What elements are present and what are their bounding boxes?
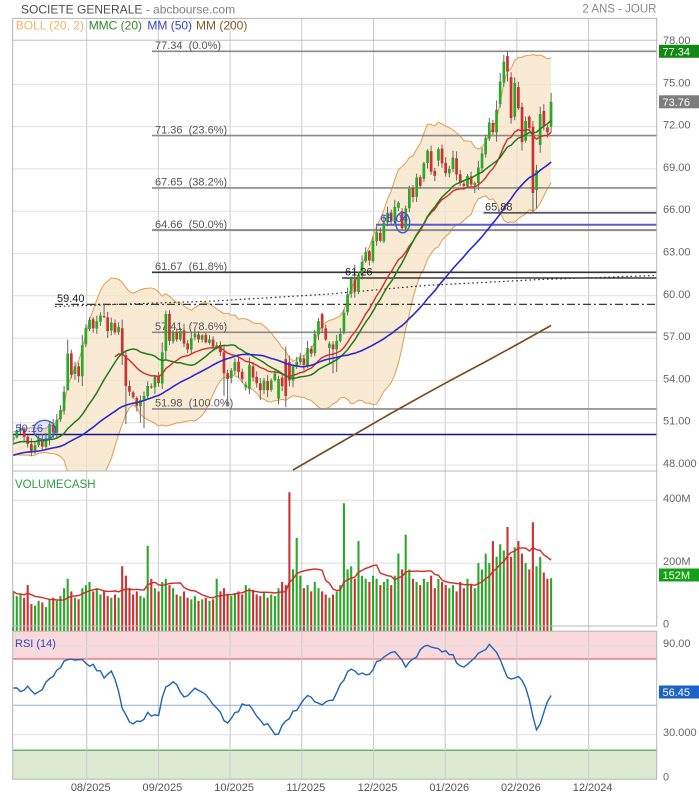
svg-text:12/2024: 12/2024 <box>573 782 613 794</box>
svg-text:SOCIETE GENERALE - abcbourse.c: SOCIETE GENERALE - abcbourse.com <box>21 3 235 17</box>
svg-text:MMC (20): MMC (20) <box>89 19 142 33</box>
svg-text:61.67 (61.8%): 61.67 (61.8%) <box>155 261 227 273</box>
svg-text:90.00: 90.00 <box>663 638 691 650</box>
svg-text:51.98 (100.0%): 51.98 (100.0%) <box>155 398 233 410</box>
svg-text:MM (200): MM (200) <box>196 19 247 33</box>
svg-text:0: 0 <box>663 619 669 631</box>
svg-text:71.36 (23.6%): 71.36 (23.6%) <box>155 124 227 136</box>
svg-text:09/2025: 09/2025 <box>143 782 183 794</box>
svg-text:11/2025: 11/2025 <box>286 782 325 794</box>
svg-text:69.00: 69.00 <box>663 162 691 174</box>
svg-text:77.34: 77.34 <box>663 46 691 58</box>
svg-text:66.00: 66.00 <box>663 204 691 216</box>
svg-text:50.16: 50.16 <box>16 423 44 435</box>
svg-text:2 ANS - JOUR: 2 ANS - JOUR <box>582 4 656 16</box>
svg-text:60.00: 60.00 <box>663 289 691 301</box>
svg-text:30.000: 30.000 <box>663 727 697 739</box>
svg-text:0: 0 <box>663 772 669 784</box>
svg-text:08/2025: 08/2025 <box>71 782 111 794</box>
svg-text:54.00: 54.00 <box>663 373 691 385</box>
svg-text:73.76: 73.76 <box>663 97 691 109</box>
svg-text:BOLL (20, 2): BOLL (20, 2) <box>16 19 84 33</box>
svg-text:57.00: 57.00 <box>663 331 691 343</box>
svg-text:01/2026: 01/2026 <box>429 782 469 794</box>
svg-text:65,04: 65,04 <box>381 213 409 225</box>
svg-text:12/2025: 12/2025 <box>358 782 398 794</box>
svg-text:78.00: 78.00 <box>663 35 691 47</box>
svg-text:02/2026: 02/2026 <box>501 782 541 794</box>
svg-text:51.00: 51.00 <box>663 416 691 428</box>
svg-text:400M: 400M <box>663 493 691 505</box>
svg-text:VOLUMECASH: VOLUMECASH <box>15 479 96 491</box>
svg-text:75.00: 75.00 <box>663 77 691 89</box>
svg-text:10/2025: 10/2025 <box>214 782 254 794</box>
svg-text:61.26: 61.26 <box>345 267 373 279</box>
svg-text:63.00: 63.00 <box>663 247 691 259</box>
svg-text:77.34 (0.0%): 77.34 (0.0%) <box>155 40 221 52</box>
svg-text:56.45: 56.45 <box>663 687 691 699</box>
svg-text:72.00: 72.00 <box>663 120 691 132</box>
svg-text:RSI (14): RSI (14) <box>15 638 56 650</box>
svg-text:65,88: 65,88 <box>485 202 513 214</box>
svg-text:59.40: 59.40 <box>57 293 85 305</box>
svg-text:67.65 (38.2%): 67.65 (38.2%) <box>155 177 227 189</box>
svg-text:MM (50): MM (50) <box>147 19 192 33</box>
svg-text:152M: 152M <box>663 570 691 582</box>
svg-text:64.66 (50.0%): 64.66 (50.0%) <box>155 219 227 231</box>
svg-text:200M: 200M <box>663 556 691 568</box>
svg-text:48.000: 48.000 <box>663 458 697 470</box>
